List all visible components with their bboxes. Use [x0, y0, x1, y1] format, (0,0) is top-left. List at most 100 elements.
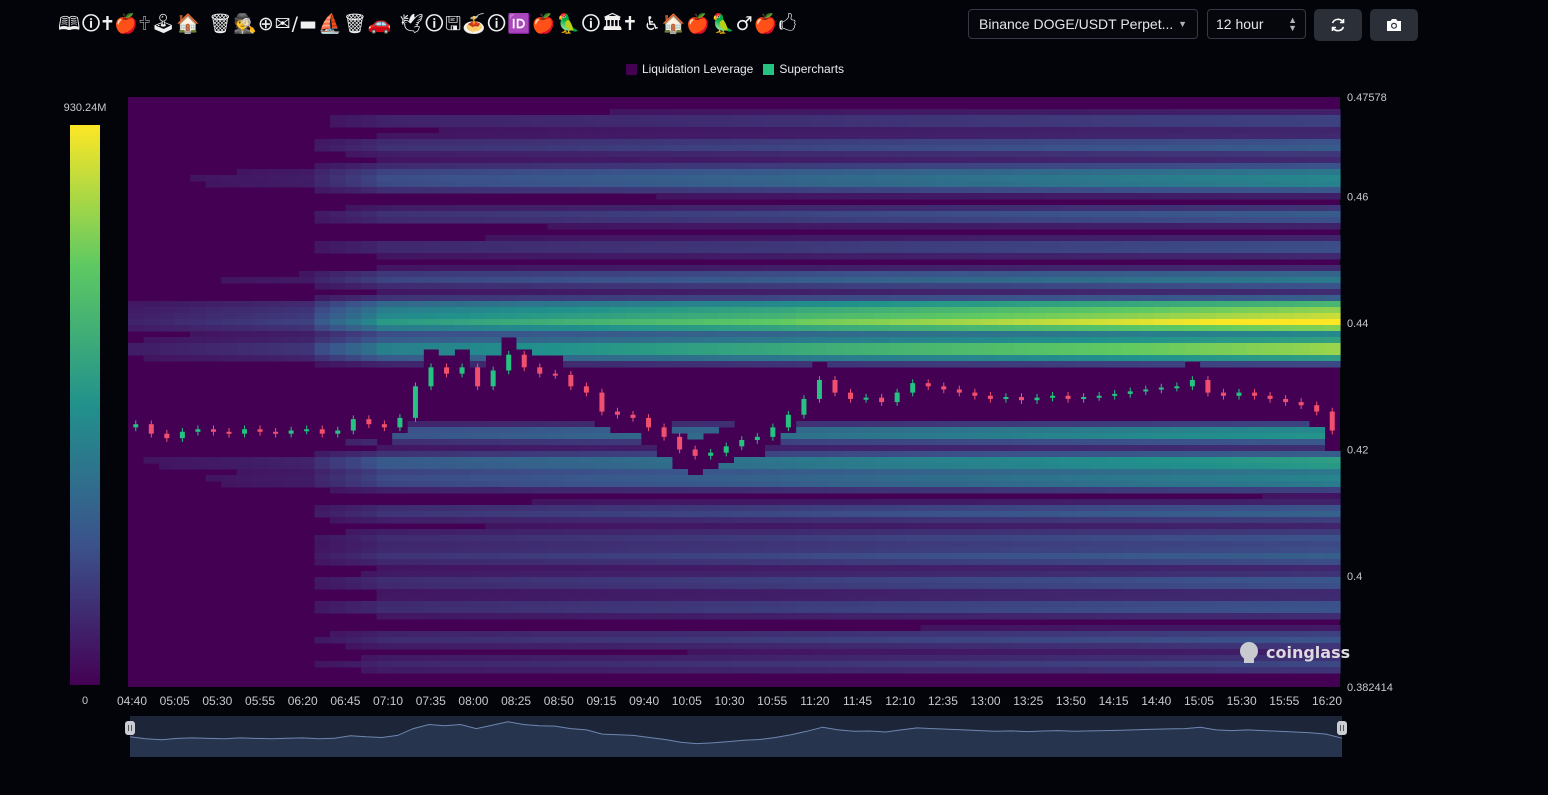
heatmap-cell [345, 337, 362, 344]
heatmap-cell [1277, 241, 1294, 248]
heatmap-cell [438, 283, 455, 290]
heatmap-cell [454, 469, 471, 476]
heatmap-cell [563, 487, 580, 494]
heatmap-cell [656, 145, 673, 152]
heatmap-cell [765, 247, 782, 254]
heatmap-cell [516, 487, 533, 494]
pair-select[interactable]: Binance DOGE/USDT Perpet... ▼ [968, 9, 1198, 39]
heatmap-cell [967, 541, 984, 548]
heatmap-cell [361, 529, 378, 536]
heatmap-cell [594, 127, 611, 134]
heatmap-cell [454, 457, 471, 464]
heatmap-cell [1122, 283, 1139, 290]
heatmap-cell [640, 331, 657, 338]
heatmap-cell [1044, 181, 1061, 188]
heatmap-cell [873, 427, 890, 434]
heatmap-cell [1029, 445, 1046, 452]
heatmap-cell [858, 433, 875, 440]
heatmap-cell [1293, 529, 1310, 536]
heatmap-cell [827, 589, 844, 596]
heatmap-cell [920, 319, 937, 326]
heatmap-cell [1169, 241, 1186, 248]
heatmap-cell [532, 145, 549, 152]
heatmap-cell [1184, 313, 1201, 320]
heatmap-cell [1215, 667, 1232, 674]
heatmap-cell [1169, 613, 1186, 620]
heatmap-cell [811, 247, 828, 254]
heatmap-cell [1044, 655, 1061, 662]
heatmap-cell [936, 181, 953, 188]
heatmap-cell [842, 325, 859, 332]
heatmap-cell [702, 217, 720, 224]
heatmap-cell [330, 559, 347, 566]
heatmap-cell [1246, 253, 1263, 260]
heatmap-cell [1200, 319, 1217, 326]
range-select-value: 12 hour [1216, 16, 1264, 32]
heatmap-cell [1122, 499, 1139, 506]
heatmap-cell [1184, 451, 1201, 458]
heatmap-cell [532, 667, 549, 674]
heatmap-cell [1200, 337, 1217, 344]
heatmap-cell [1246, 517, 1263, 524]
heatmap-cell [1246, 469, 1263, 476]
heatmap-cell [1060, 283, 1077, 290]
heatmap-cell [951, 517, 968, 524]
heatmap-cell [516, 529, 533, 536]
heatmap-cell [1075, 187, 1092, 194]
heatmap-cell [609, 319, 626, 326]
legend-item-liquidation-leverage[interactable]: Liquidation Leverage [625, 62, 753, 76]
heatmap-cell [423, 481, 440, 488]
heatmap-cell [749, 313, 766, 320]
heatmap-cell [500, 163, 518, 170]
heatmap-cell [500, 289, 518, 296]
heatmap-cell [1169, 541, 1186, 548]
heatmap-cell [563, 463, 580, 470]
heatmap-cell [594, 607, 611, 614]
heatmap-cell [967, 193, 984, 200]
heatmap-cell [376, 319, 393, 326]
heatmap-cell [1138, 439, 1155, 446]
heatmap-cell [485, 637, 502, 644]
heatmap-cell [702, 157, 720, 164]
heatmap-cell [469, 445, 486, 452]
heatmap-cell [1153, 583, 1170, 590]
heatmap-cell [1169, 547, 1186, 554]
heatmap-cell [858, 517, 875, 524]
refresh-button[interactable] [1314, 9, 1362, 41]
heatmap-cell [345, 601, 362, 608]
heatmap-cell [500, 607, 518, 614]
heatmap-cell [765, 157, 782, 164]
range-select[interactable]: 12 hour ▲ ▼ [1207, 9, 1306, 39]
heatmap-cell [1122, 535, 1139, 542]
heatmap-cell [376, 313, 393, 320]
heatmap-cell [873, 613, 890, 620]
heatmap-cell [454, 241, 471, 248]
heatmap-cell [1293, 559, 1310, 566]
heatmap-cell [500, 139, 518, 146]
heatmap-cell [1277, 283, 1294, 290]
heatmap-cell [780, 607, 797, 614]
heatmap-cell [1122, 193, 1139, 200]
heatmap-cell [1091, 535, 1108, 542]
heatmap-cell [873, 115, 890, 122]
heatmap-cell [454, 187, 471, 194]
heatmap-cell [858, 499, 875, 506]
heatmap-cell [780, 175, 797, 182]
heatmap-cell [1122, 427, 1139, 434]
legend-item-supercharts[interactable]: Supercharts [763, 62, 844, 76]
camera-button[interactable] [1370, 9, 1418, 41]
heatmap-cell [236, 313, 253, 320]
heatmap-cell [889, 595, 906, 602]
heatmap-cell [469, 661, 486, 668]
heatmap-cell [314, 181, 331, 188]
heatmap-cell [827, 235, 844, 242]
heatmap-cell [392, 271, 409, 278]
heatmap-cell [765, 325, 782, 332]
heatmap-cell [982, 175, 999, 182]
heatmap-cell [687, 517, 704, 524]
heatmap-cell [702, 499, 720, 506]
heatmap-cell [547, 553, 564, 560]
heatmap-cell [749, 529, 766, 536]
heatmap-cell [687, 175, 704, 182]
heatmap-cell [469, 427, 486, 434]
